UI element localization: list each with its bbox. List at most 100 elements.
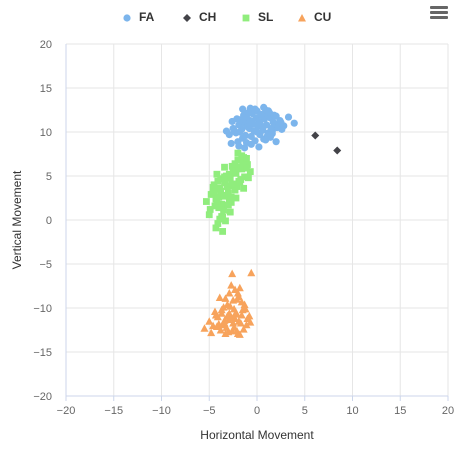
data-point-sl [222, 217, 229, 225]
x-tick-label: 10 [346, 405, 358, 417]
data-point-fa [247, 140, 255, 148]
data-point-fa [239, 105, 247, 113]
data-point-fa [270, 111, 278, 119]
data-point-cu [245, 311, 254, 320]
data-point-cu [241, 304, 250, 313]
hamburger-menu-icon[interactable] [430, 6, 448, 22]
data-point-sl [243, 164, 250, 172]
x-tick-label: 20 [442, 405, 454, 417]
data-point-fa [284, 113, 293, 121]
data-point-sl [205, 211, 213, 219]
legend-label-sl: SL [258, 10, 274, 24]
data-point-sl [229, 167, 237, 175]
data-point-cu [207, 328, 216, 337]
data-point-cu [219, 303, 228, 311]
data-point-sl [221, 163, 228, 171]
data-point-fa [253, 128, 261, 136]
square-legend-marker [242, 14, 250, 22]
data-point-sl [241, 173, 248, 181]
data-point-sl [215, 204, 223, 212]
data-point-fa [227, 139, 235, 148]
data-point-sl [224, 189, 232, 197]
data-point-sl [213, 199, 221, 207]
y-tick-label: 20 [40, 39, 52, 51]
data-point-cu [200, 324, 209, 332]
legend-item-sl[interactable]: SL [241, 10, 273, 24]
data-point-cu [224, 327, 233, 336]
data-point-sl [212, 224, 220, 232]
data-point-sl [215, 193, 223, 201]
legend-label-cu: CU [314, 10, 332, 24]
data-point-sl [234, 156, 242, 164]
legend-marker-shape [242, 14, 250, 22]
chart-legend: FA CH SL CU [0, 8, 464, 28]
y-tick-label: 0 [46, 215, 52, 227]
legend-label-fa: FA [139, 10, 155, 24]
data-point-fa [290, 119, 298, 127]
data-point-fa [230, 126, 238, 134]
data-point-sl [225, 170, 233, 178]
square-marker-icon [241, 12, 251, 22]
x-axis-title: Horizontal Movement [200, 428, 314, 442]
data-point-sl [226, 174, 234, 182]
data-point-fa [264, 107, 273, 115]
data-point-sl [246, 168, 254, 175]
data-point-sl [222, 177, 229, 184]
data-point-fa [246, 104, 254, 112]
legend-marker-shape [183, 14, 191, 22]
data-point-sl [219, 228, 227, 235]
x-tick-label: 5 [302, 405, 308, 417]
legend-item-cu[interactable]: CU [297, 10, 331, 24]
x-tick-label: −10 [152, 405, 171, 417]
data-point-ch [333, 146, 342, 155]
data-point-cu [217, 309, 226, 317]
legend-item-fa[interactable]: FA [122, 10, 154, 24]
data-point-sl [210, 188, 218, 196]
data-point-cu [237, 311, 246, 319]
y-tick-label: −5 [39, 259, 52, 271]
data-point-sl [213, 170, 221, 178]
data-point-cu [246, 318, 255, 326]
series-fa [222, 103, 298, 152]
data-point-fa [241, 131, 250, 140]
data-point-sl [240, 184, 248, 192]
data-point-fa [240, 144, 249, 152]
data-point-sl [214, 220, 222, 227]
data-point-sl [231, 186, 239, 194]
data-point-sl [244, 161, 251, 168]
data-point-cu [234, 317, 243, 325]
data-point-sl [227, 193, 235, 201]
data-point-sl [228, 180, 236, 188]
data-point-sl [226, 208, 234, 216]
data-point-fa [235, 142, 243, 150]
data-point-cu [229, 318, 238, 327]
x-tick-label: 0 [254, 405, 260, 417]
data-point-sl [223, 183, 231, 190]
data-point-sl [209, 184, 217, 191]
data-point-fa [257, 110, 265, 118]
y-tick-label: 10 [40, 127, 52, 139]
triangle-marker-icon [297, 12, 307, 22]
x-tick-label: −20 [57, 405, 76, 417]
data-point-cu [220, 318, 229, 327]
data-point-cu [215, 293, 224, 301]
series-ch [311, 131, 342, 155]
legend-item-ch[interactable]: CH [182, 10, 216, 24]
data-point-cu [221, 294, 230, 302]
data-point-sl [231, 160, 239, 168]
data-point-sl [220, 206, 227, 214]
data-point-cu [212, 322, 221, 330]
data-point-sl [218, 213, 226, 220]
y-tick-label: 15 [40, 83, 52, 95]
data-point-sl [232, 194, 240, 202]
data-point-cu [228, 269, 237, 278]
circle-marker-icon [122, 12, 132, 22]
data-point-cu [239, 325, 248, 333]
data-point-sl [243, 155, 250, 162]
data-point-cu [227, 313, 236, 322]
diamond-marker-icon [182, 12, 192, 22]
data-point-cu [231, 285, 240, 294]
data-point-sl [224, 201, 232, 209]
x-tick-label: 15 [394, 405, 406, 417]
x-tick-label: −5 [203, 405, 216, 417]
